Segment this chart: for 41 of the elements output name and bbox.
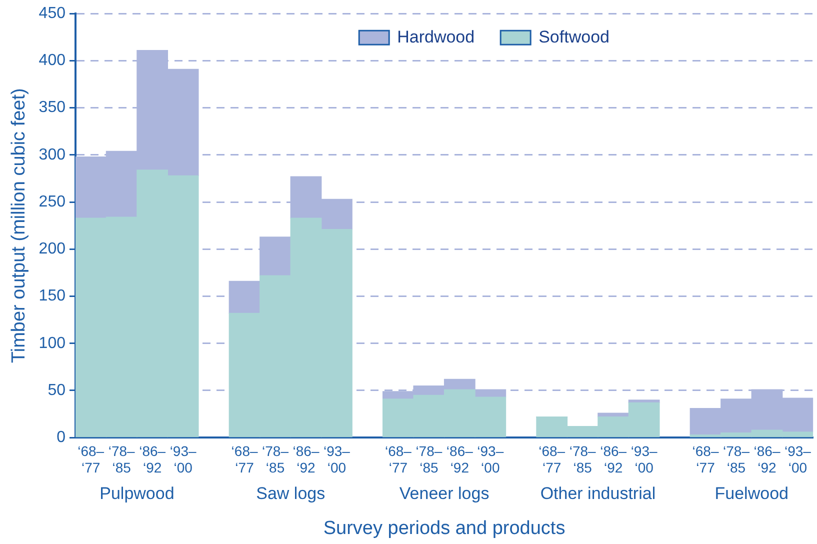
text: Veneer logs <box>399 484 490 503</box>
x-tick-label: ‘68– ‘77 <box>78 442 104 476</box>
legend-label: Hardwood <box>397 27 475 46</box>
x-tick-label: ‘93– ‘00 <box>170 442 197 476</box>
x-tick-label: ‘68– ‘77 <box>384 442 412 476</box>
x-tick-label: ‘86– ‘92 <box>292 442 320 476</box>
y-tick-label: 100 <box>38 334 66 352</box>
x-tick-label: ‘86– ‘92 <box>446 442 474 476</box>
x-tick-label: ‘93– ‘00 <box>784 442 812 476</box>
y-tick-label: 400 <box>38 52 66 70</box>
y-axis-title: Timber output (million cubic feet) <box>8 88 30 364</box>
legend-label: Softwood <box>538 27 610 46</box>
y-tick-label: 300 <box>38 146 66 164</box>
y-tick-label: 50 <box>48 382 66 399</box>
x-tick-label: ‘93– ‘00 <box>323 442 350 476</box>
bar <box>474 389 506 398</box>
text: Other industrial <box>540 484 656 503</box>
y-tick-label: 250 <box>38 193 66 210</box>
x-tick-label: ‘86– ‘92 <box>600 442 627 476</box>
x-tick-label: ‘78– ‘85 <box>569 442 596 476</box>
y-tick-label: 150 <box>38 288 66 305</box>
x-tick-label: ‘93– ‘00 <box>630 442 658 476</box>
x-tick-label: ‘78– ‘85 <box>723 442 750 476</box>
y-tick-label: 0 <box>56 429 66 446</box>
text: Pulpwood <box>100 484 174 503</box>
x-tick-label: ‘68– ‘77 <box>692 442 719 476</box>
x-tick-label: ‘86– ‘92 <box>139 442 166 476</box>
y-tick-label: 350 <box>38 99 66 116</box>
x-tick-label: ‘78– ‘85 <box>262 442 289 476</box>
bar <box>228 280 260 314</box>
x-tick-label: ‘68– ‘77 <box>231 442 258 476</box>
x-axis-title: Survey periods and products <box>323 518 566 539</box>
x-tick-label: ‘78– ‘85 <box>108 442 136 476</box>
y-tick-label: 200 <box>38 240 66 258</box>
x-tick-label: ‘68– ‘77 <box>538 442 566 476</box>
x-tick-label: ‘86– ‘92 <box>754 442 780 476</box>
text: Fuelwood <box>714 484 788 503</box>
y-tick-label: 450 <box>38 5 66 22</box>
x-tick-label: ‘78– ‘85 <box>416 442 442 476</box>
x-tick-label: ‘93– ‘00 <box>477 442 504 476</box>
text: Saw logs <box>256 484 326 503</box>
